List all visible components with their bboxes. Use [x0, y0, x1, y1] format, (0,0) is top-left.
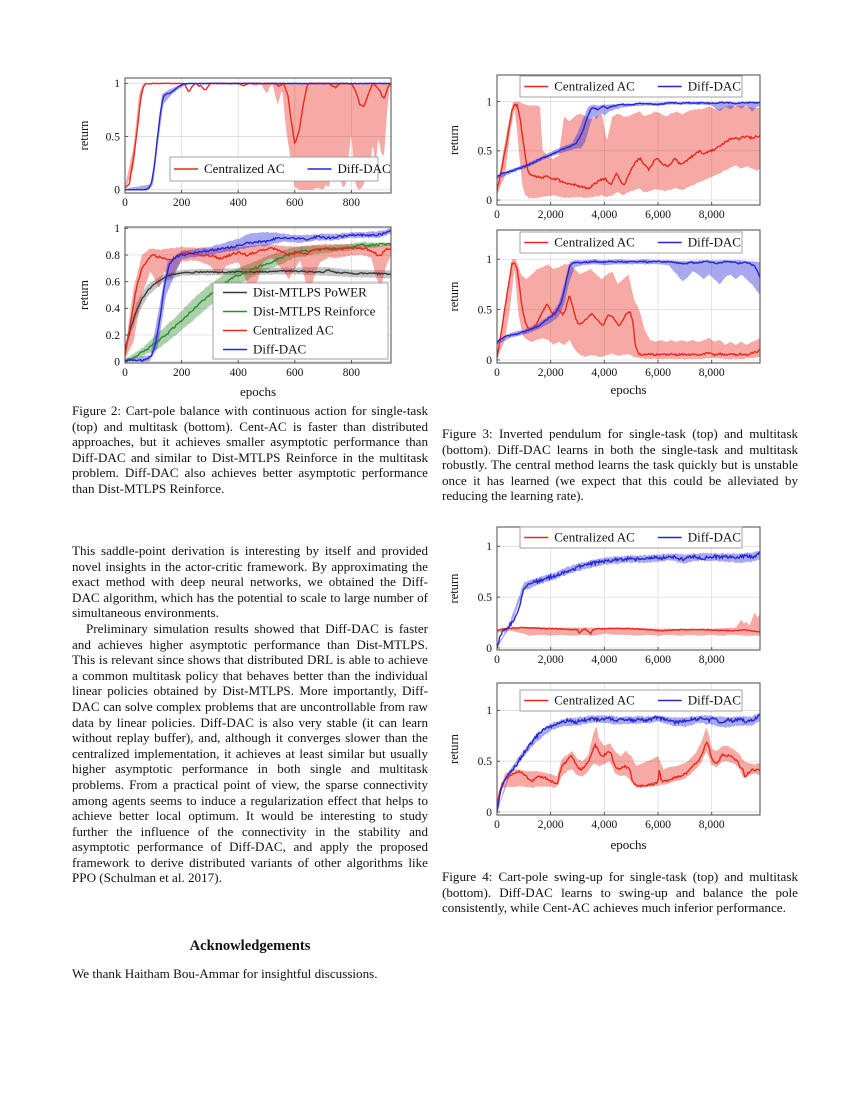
svg-text:Centralized AC: Centralized AC [554, 79, 635, 94]
figure4-top-chart: 0 2,000 4,000 6,000 8,000 0 0.5 1 return Centrali… [442, 520, 798, 668]
svg-text:1: 1 [486, 96, 492, 108]
svg-text:6,000: 6,000 [645, 654, 671, 666]
svg-text:0.6: 0.6 [106, 276, 121, 288]
svg-text:200: 200 [173, 367, 191, 379]
svg-text:0.5: 0.5 [478, 756, 493, 768]
svg-text:return: return [447, 124, 461, 155]
svg-text:epochs: epochs [240, 384, 276, 399]
svg-text:1: 1 [114, 78, 120, 90]
svg-text:600: 600 [286, 367, 304, 379]
svg-text:400: 400 [230, 197, 248, 209]
svg-text:8,000: 8,000 [699, 654, 725, 666]
svg-text:0: 0 [122, 197, 128, 209]
figure4-bottom-chart: 0 2,000 4,000 6,000 8,000 0 0.5 1 return epochs Ce… [442, 678, 798, 860]
svg-text:Diff-DAC: Diff-DAC [338, 161, 391, 176]
svg-text:return: return [77, 120, 91, 151]
svg-text:Diff-DAC: Diff-DAC [688, 530, 741, 545]
svg-text:Diff-DAC: Diff-DAC [688, 79, 741, 94]
svg-text:epochs: epochs [610, 382, 646, 397]
svg-text:0: 0 [122, 367, 128, 379]
svg-text:0.8: 0.8 [106, 250, 121, 262]
acknowledgements-heading: Acknowledgements [189, 938, 311, 954]
svg-text:0: 0 [494, 367, 500, 379]
svg-text:400: 400 [230, 367, 248, 379]
right-column: 0 2,000 4,000 6,000 8,000 0 0.5 1 return Centrali… [442, 0, 798, 1100]
svg-text:4,000: 4,000 [591, 654, 617, 666]
svg-text:return: return [447, 733, 461, 764]
svg-text:0: 0 [486, 195, 492, 207]
svg-text:1: 1 [486, 254, 492, 266]
svg-text:0.5: 0.5 [478, 304, 493, 316]
svg-text:4,000: 4,000 [591, 819, 617, 831]
paragraph: Preliminary simulation results showed th… [72, 620, 428, 886]
svg-text:6,000: 6,000 [645, 819, 671, 831]
svg-text:200: 200 [173, 197, 191, 209]
svg-text:0: 0 [486, 355, 492, 367]
svg-text:return: return [77, 279, 91, 310]
svg-text:Dist-MTLPS Reinforce: Dist-MTLPS Reinforce [253, 304, 376, 319]
svg-text:Centralized AC: Centralized AC [253, 323, 334, 338]
svg-text:Diff-DAC: Diff-DAC [253, 342, 306, 357]
figure2-caption: Figure 2: Cart-pole balance with continu… [72, 403, 428, 496]
acknowledgements-text: We thank Haitham Bou-Ammar for insightfu… [72, 966, 378, 981]
svg-text:0.5: 0.5 [478, 592, 493, 604]
svg-text:800: 800 [343, 367, 361, 379]
svg-text:0.4: 0.4 [106, 303, 121, 315]
svg-text:1: 1 [114, 223, 120, 235]
svg-text:4,000: 4,000 [591, 209, 617, 220]
svg-text:epochs: epochs [610, 837, 646, 852]
svg-text:Centralized AC: Centralized AC [554, 693, 635, 708]
svg-text:600: 600 [286, 197, 304, 209]
figure3-bottom-chart: 0 2,000 4,000 6,000 8,000 0 0.5 1 return epochs Ce… [442, 222, 798, 402]
paragraph: This saddle-point derivation is interest… [72, 543, 428, 621]
svg-text:6,000: 6,000 [645, 209, 671, 220]
svg-text:800: 800 [343, 197, 361, 209]
svg-text:0: 0 [114, 356, 120, 368]
svg-text:0: 0 [494, 654, 500, 666]
svg-text:0: 0 [494, 819, 500, 831]
svg-text:2,000: 2,000 [538, 209, 564, 220]
figure2-top-chart: 0 200 400 600 800 0 0.5 1 return Centralized AC Di… [72, 70, 428, 220]
svg-text:Centralized AC: Centralized AC [554, 530, 635, 545]
svg-text:Diff-DAC: Diff-DAC [688, 693, 741, 708]
figure3-caption: Figure 3: Inverted pendulum for single-t… [442, 426, 798, 504]
svg-text:0: 0 [486, 807, 492, 819]
svg-text:0: 0 [114, 185, 120, 197]
svg-text:4,000: 4,000 [591, 367, 617, 379]
svg-text:8,000: 8,000 [699, 367, 725, 379]
svg-text:return: return [447, 573, 461, 604]
svg-text:Centralized AC: Centralized AC [204, 161, 285, 176]
svg-text:0.5: 0.5 [478, 146, 493, 158]
svg-text:1: 1 [486, 541, 492, 553]
svg-text:Centralized AC: Centralized AC [554, 235, 635, 250]
svg-text:0.5: 0.5 [106, 131, 121, 143]
svg-text:0: 0 [486, 643, 492, 655]
svg-text:2,000: 2,000 [538, 654, 564, 666]
svg-text:1: 1 [486, 705, 492, 717]
svg-text:Diff-DAC: Diff-DAC [688, 235, 741, 250]
figure2-bottom-chart: 0 200 400 600 800 0 0.2 0.4 0.6 0.8 1 return epochs D… [72, 220, 428, 405]
svg-text:0: 0 [494, 209, 500, 220]
figure3-top-chart: 0 2,000 4,000 6,000 8,000 0 0.5 1 return Centrali… [442, 68, 798, 220]
figure4-caption: Figure 4: Cart-pole swing-up for single-… [442, 869, 798, 916]
svg-text:0.2: 0.2 [106, 330, 121, 342]
svg-text:Dist-MTLPS PoWER: Dist-MTLPS PoWER [253, 285, 367, 300]
svg-text:return: return [447, 281, 461, 312]
svg-text:8,000: 8,000 [699, 209, 725, 220]
left-column: 0 200 400 600 800 0 0.5 1 return Centralized AC Di… [72, 0, 428, 1100]
svg-text:2,000: 2,000 [538, 367, 564, 379]
svg-text:6,000: 6,000 [645, 367, 671, 379]
svg-text:2,000: 2,000 [538, 819, 564, 831]
svg-text:8,000: 8,000 [699, 819, 725, 831]
body-text: This saddle-point derivation is interest… [72, 543, 428, 886]
